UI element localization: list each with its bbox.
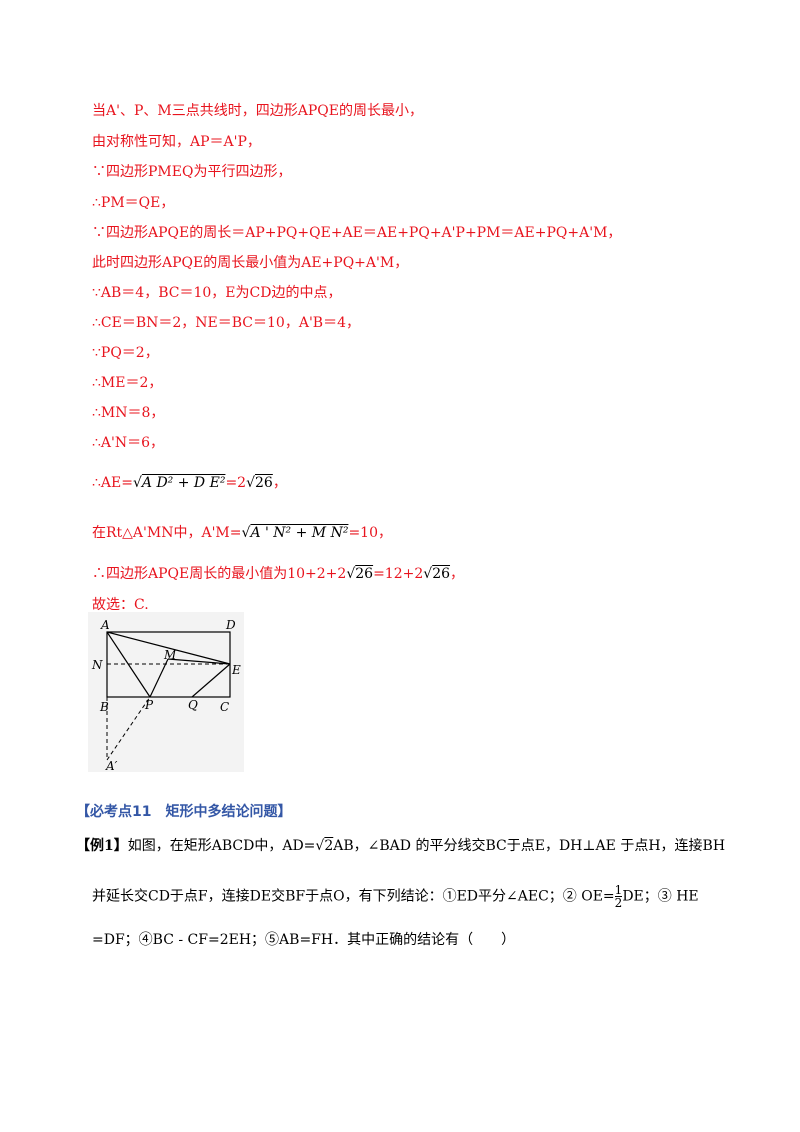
segment-pm <box>149 658 169 698</box>
example-text: AB，∠BAD 的平分线交BC于点E，DH⊥AE 于点H，连接BH <box>333 838 726 854</box>
segment-me <box>167 658 231 665</box>
solution-line: ∴PM＝QE， <box>92 195 175 211</box>
radicand: A ' N² + M N² <box>250 525 349 541</box>
label-b: B <box>99 700 109 714</box>
label-d: D <box>225 618 236 632</box>
solution-line: ∴CE＝BN＝2，NE＝BC＝10，A'B＝4， <box>92 315 360 331</box>
example-line-1: 【例1】如图，在矩形ABCD中，AD=√2AB，∠BAD 的平分线交BC于点E，… <box>76 838 726 854</box>
formula-ae: ∴AE=√A D² + D E²=2√26， <box>92 475 287 491</box>
formula-lead: ∴AE= <box>92 475 133 491</box>
solution-line: 此时四边形APQE的周长最小值为AE+PQ+A'M， <box>92 255 409 271</box>
label-m: M <box>163 648 177 662</box>
solution-line: ∵四边形PMEQ为平行四边形， <box>92 164 292 180</box>
formula-eq: =2 <box>225 475 247 491</box>
solution-line: ∵四边形APQE的周长＝AP+PQ+QE+AE＝AE+PQ+A'P+PM＝AE+… <box>92 225 622 241</box>
segment-a2p <box>106 696 151 761</box>
example-text: DE；③ HE <box>622 888 699 905</box>
label-p: P <box>144 698 154 712</box>
formula-lead: ∴四边形APQE周长的最小值为10+2+2 <box>92 566 347 582</box>
formula-am: 在Rt△A'MN中，A'M=√A ' N² + M N²=10， <box>92 525 392 541</box>
solution-line: ∵AB＝4，BC＝10，E为CD边的中点， <box>92 285 342 301</box>
formula-tail: ， <box>272 475 287 491</box>
geometry-figure: A D N M E B P Q C A′ <box>88 612 244 772</box>
example-text: 并延长交CD于点F，连接DE交BF于点O，有下列结论：①ED平分∠AEC；② O… <box>92 888 615 905</box>
formula-lead: 在Rt△A'MN中，A'M= <box>92 525 242 541</box>
fraction-numerator: 1 <box>614 883 623 897</box>
radicand: 26 <box>255 475 273 491</box>
label-n: N <box>91 658 103 672</box>
label-e: E <box>231 663 241 677</box>
answer-line: 故选：C. <box>92 597 149 613</box>
fraction-denominator: 2 <box>614 896 623 910</box>
example-line-3: =DF；④BC - CF=2EH；⑤AB=FH．其中正确的结论有（ ） <box>92 932 516 948</box>
label-q: Q <box>188 698 198 712</box>
radicand: 2 <box>324 838 334 854</box>
formula-min: ∴四边形APQE周长的最小值为10+2+2√26=12+2√26， <box>92 566 465 582</box>
label-a: A <box>100 618 110 632</box>
radicand: 26 <box>432 566 451 582</box>
formula-tail: ， <box>450 566 465 582</box>
label-c: C <box>220 700 229 714</box>
solution-line: ∴MN＝8， <box>92 405 165 421</box>
segment-qe <box>191 663 231 698</box>
example-text: 如图，在矩形ABCD中，AD= <box>127 838 316 854</box>
radicand: 26 <box>355 566 374 582</box>
solution-line: ∴A'N＝6， <box>92 435 165 451</box>
segment-ae <box>106 631 231 665</box>
radicand: A D² + D E² <box>141 475 226 491</box>
solution-line: ∵PQ＝2， <box>92 345 159 361</box>
solution-line: 由对称性可知，AP＝A'P， <box>92 134 261 150</box>
example-tag: 【例1】 <box>76 838 128 854</box>
formula-mid: =12+2 <box>373 566 424 582</box>
solution-line: 当A'、P、M三点共线时，四边形APQE的周长最小， <box>92 103 423 119</box>
solution-line: ∴ME＝2， <box>92 375 163 391</box>
section-title: 【必考点11 矩形中多结论问题】 <box>76 804 292 820</box>
example-line-2: 并延长交CD于点F，连接DE交BF于点O，有下列结论：①ED平分∠AEC；② O… <box>92 884 699 909</box>
label-a-prime: A′ <box>105 759 118 772</box>
formula-eq: =10， <box>348 525 392 541</box>
